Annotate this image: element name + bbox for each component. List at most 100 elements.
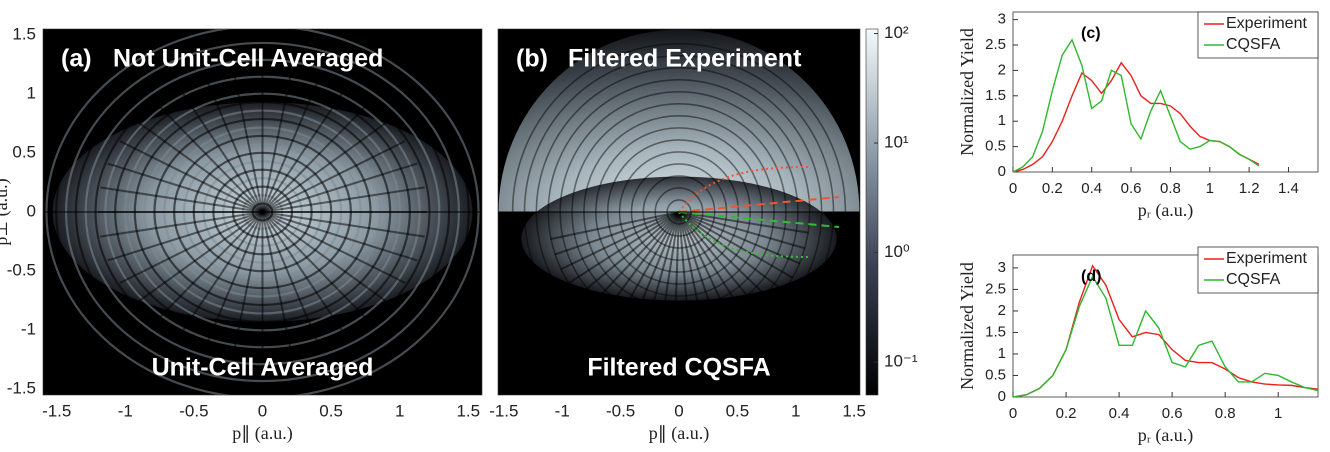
heatmap-ray xyxy=(155,102,264,213)
heatmap-ray xyxy=(261,211,293,352)
heatmap-ray xyxy=(678,211,801,265)
series-line xyxy=(1012,38,1260,173)
y-axis-label: p⊥ (a.u.) xyxy=(0,178,12,245)
y-tick-label: 0 xyxy=(27,201,36,220)
legend-label: Experiment xyxy=(1226,250,1307,267)
top-annotation: Filtered Experiment xyxy=(568,45,802,73)
colorbar-tick-label: 10² xyxy=(884,23,909,42)
heatmap-ray xyxy=(262,186,425,213)
y-tick-label: 1.5 xyxy=(985,323,1006,340)
heatmap-ray xyxy=(261,88,346,213)
heatmap-ray xyxy=(678,211,764,316)
x-tick-label: 1 xyxy=(791,401,800,420)
y-tick-label: 0.5 xyxy=(12,142,36,161)
heatmap-ray xyxy=(678,211,794,279)
colorbar xyxy=(865,28,879,396)
trajectory xyxy=(678,166,810,213)
x-tick-label: 1.2 xyxy=(1239,180,1260,197)
heatmap xyxy=(498,29,860,395)
panel-label: (d) xyxy=(1081,268,1101,285)
heatmap-ray xyxy=(261,211,346,336)
heatmap-ray xyxy=(678,211,775,305)
y-tick-label: -1.5 xyxy=(7,379,36,398)
heatmap-ray xyxy=(262,162,418,213)
x-tick-label: 0.6 xyxy=(1162,405,1183,422)
heatmap-ray xyxy=(550,211,680,241)
heatmap-ray xyxy=(678,211,737,333)
heatmap-ray xyxy=(261,78,320,213)
x-tick-label: 1 xyxy=(1274,405,1282,422)
legend-label: Experiment xyxy=(1226,15,1307,32)
x-tick-label: 1 xyxy=(1206,180,1214,197)
heatmap-ray xyxy=(627,211,680,335)
x-axis-label: pᵣ (a.u.) xyxy=(1138,425,1194,446)
x-axis-label: p∥ (a.u.) xyxy=(649,423,709,444)
heatmap-ray xyxy=(262,211,406,284)
x-tick-label: 0.4 xyxy=(1081,180,1102,197)
heatmap-ray xyxy=(119,140,263,213)
heatmap-ray xyxy=(261,211,370,322)
y-axis-label: Normalized Yield xyxy=(957,262,977,390)
y-tick-label: 2 xyxy=(998,61,1006,78)
x-tick-label: 0.6 xyxy=(1121,180,1142,197)
x-tick-label: -1 xyxy=(555,401,570,420)
trajectory xyxy=(678,211,840,228)
x-tick-label: 1.4 xyxy=(1278,180,1299,197)
x-tick-label: 0.5 xyxy=(319,401,343,420)
heatmap-ray xyxy=(560,211,680,271)
heatmap-ray xyxy=(107,211,263,262)
legend-box xyxy=(1197,11,1319,59)
panel-label: (b) xyxy=(516,45,548,73)
x-tick-label: 0.4 xyxy=(1109,405,1130,422)
heatmap-ray xyxy=(261,211,320,346)
y-tick-label: 0.5 xyxy=(985,138,1006,155)
plot-frame xyxy=(42,28,483,396)
y-tick-label: 1.5 xyxy=(985,87,1006,104)
y-tick-label: 2.5 xyxy=(985,36,1006,53)
x-tick-label: -1 xyxy=(118,401,133,420)
x-tick-label: 1.5 xyxy=(456,401,480,420)
x-tick-label: 0 xyxy=(1009,180,1017,197)
heatmap-ray xyxy=(107,162,263,213)
legend-box xyxy=(1197,246,1319,294)
colorbar-tick-label: 10¹ xyxy=(884,133,909,152)
heatmap-ray xyxy=(135,120,264,213)
heatmap-ray xyxy=(612,211,680,328)
x-tick-label: -0.5 xyxy=(179,401,208,420)
heatmap-ray xyxy=(232,211,264,352)
heatmap-top-half xyxy=(498,29,860,213)
y-tick-label: 0.5 xyxy=(985,366,1006,383)
heatmap-ray xyxy=(678,211,751,325)
y-tick-label: 0 xyxy=(998,163,1006,180)
series-line xyxy=(1012,275,1319,398)
x-tick-label: 0.5 xyxy=(726,401,750,420)
heatmap-ray xyxy=(261,120,390,213)
y-tick-label: -0.5 xyxy=(7,261,36,280)
heatmap-ray xyxy=(576,211,680,298)
heatmap-ray xyxy=(641,211,680,340)
heatmap-ray xyxy=(205,78,264,213)
y-tick-label: 1 xyxy=(27,83,36,102)
plot-frame xyxy=(497,28,861,396)
heatmap-ray xyxy=(262,140,406,213)
x-axis-label: pᵣ (a.u.) xyxy=(1138,200,1194,221)
heatmap-ray xyxy=(155,211,264,322)
heatmap-ray xyxy=(678,211,806,250)
heatmap-ray xyxy=(179,211,264,336)
heatmap-ray xyxy=(554,211,680,256)
heatmap-ray xyxy=(261,72,293,213)
x-tick-label: -1.5 xyxy=(489,401,518,420)
x-tick-label: -0.5 xyxy=(606,401,635,420)
heatmap-ray xyxy=(262,211,425,238)
heatmap-ray xyxy=(678,211,707,343)
y-axis-label: Normalized Yield xyxy=(957,28,977,156)
panel-label: (a) xyxy=(61,45,92,73)
x-axis-label: p∥ (a.u.) xyxy=(232,423,292,444)
y-tick-label: 2 xyxy=(998,302,1006,319)
heatmap-ray xyxy=(678,211,692,345)
y-tick-label: -1 xyxy=(21,320,36,339)
y-tick-label: 1.5 xyxy=(12,24,36,43)
y-tick-label: 0 xyxy=(998,388,1006,405)
heatmap-ray xyxy=(232,72,264,213)
